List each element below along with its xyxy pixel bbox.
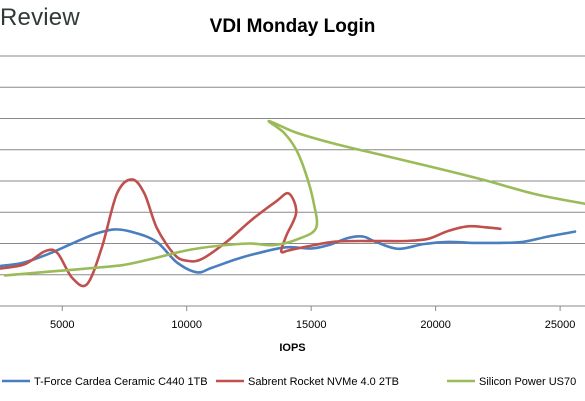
x-tick-label: 5000: [50, 319, 74, 331]
legend: T-Force Cardea Ceramic C440 1TB Sabrent R…: [2, 376, 576, 388]
x-tick-label: 20000: [420, 319, 451, 331]
legend-label-3: Silicon Power US70: [479, 376, 576, 388]
series-line-3: [3, 119, 585, 277]
x-tick-label: 15000: [296, 319, 327, 331]
brand-logo-text: Review: [0, 4, 80, 31]
chart-title: VDI Monday Login: [209, 16, 376, 37]
x-tick-label: 25000: [545, 319, 576, 331]
x-axis-label: IOPS: [279, 342, 305, 354]
x-tick-label: 10000: [171, 319, 202, 331]
series-line-1: [0, 228, 577, 274]
legend-label-1: T-Force Cardea Ceramic C440 1TB: [34, 376, 208, 388]
legend-label-2: Sabrent Rocket NVMe 4.0 2TB: [248, 376, 399, 388]
series-line-2: [0, 178, 502, 288]
series-lines: [0, 119, 585, 288]
x-axis-ticks: 5000 10000 15000 20000 25000: [50, 306, 575, 331]
gridlines: [0, 55, 585, 307]
